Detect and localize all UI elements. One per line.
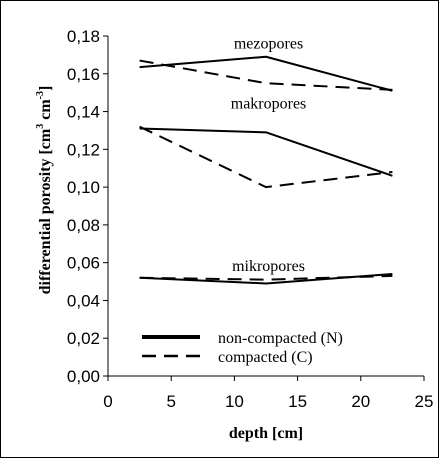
- y-tick-label-3: 0,06: [67, 254, 100, 273]
- series-line-makropores-dashed: [139, 125, 393, 189]
- x-tick-label-0: 0: [103, 392, 112, 411]
- y-tick-label-6: 0,12: [67, 140, 100, 159]
- annotation-mezopores: mezopores: [234, 35, 303, 52]
- y-tick-label-2: 0,04: [67, 291, 100, 310]
- y-tick-label-9: 0,18: [67, 27, 100, 46]
- legend-label-non-compacted: non-compacted (N): [218, 330, 343, 347]
- y-tick-label-4: 0,08: [67, 216, 100, 235]
- x-tick-label-1: 5: [166, 392, 175, 411]
- annotation-makropores: makropores: [231, 96, 307, 113]
- y-axis-title-main: differential porosity [cm: [37, 128, 54, 294]
- series-line-makropores-solid: [139, 127, 393, 177]
- y-axis-title-exp-a: 3: [35, 124, 46, 129]
- y-tick-label-1: 0,02: [67, 329, 100, 348]
- x-tick-label-5: 25: [415, 392, 434, 411]
- y-axis-title: differential porosity [cm3 cm-3]: [35, 86, 54, 295]
- y-axis-title-end: ]: [37, 86, 54, 91]
- y-axis-title-mid: cm: [37, 99, 54, 124]
- x-tick-label-4: 20: [351, 392, 370, 411]
- series-line-mikropores-solid: [139, 273, 393, 285]
- y-tick-label-5: 0,10: [67, 178, 100, 197]
- legend: non-compacted (N) compacted (C): [142, 330, 343, 366]
- annotation-mikropores: mikropores: [232, 258, 305, 275]
- x-axis-title: depth [cm]: [229, 425, 303, 442]
- series-line-mikropores-dashed: [139, 274, 393, 281]
- axes: 0,00 0,02 0,04 0,06 0,08 0,10 0,12 0,14 0,16 0,18…: [67, 27, 434, 411]
- x-tick-label-3: 15: [288, 392, 307, 411]
- y-tick-label-7: 0,14: [67, 103, 100, 122]
- y-tick-label-8: 0,16: [67, 65, 100, 84]
- series-lines: [139, 55, 393, 285]
- x-tick-label-2: 10: [225, 392, 244, 411]
- series-line-mezopores-solid: [139, 55, 393, 92]
- y-tick-label-0: 0,00: [67, 367, 100, 386]
- annotations: mezopores makropores mikropores: [231, 35, 307, 275]
- y-axis-title-exp-b: -3: [35, 91, 46, 99]
- legend-label-compacted: compacted (C): [218, 349, 313, 366]
